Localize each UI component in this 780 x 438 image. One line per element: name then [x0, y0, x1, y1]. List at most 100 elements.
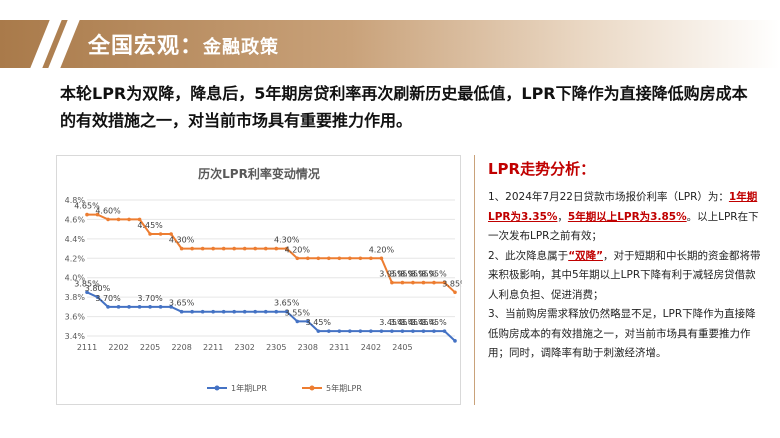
data-label: 4.30% — [169, 236, 195, 245]
y-tick-label: 3.4% — [65, 332, 86, 341]
data-point — [169, 305, 173, 309]
analysis-p2-highlight: “双降” — [568, 249, 603, 262]
x-tick-label: 2205 — [140, 343, 160, 352]
analysis-p1-tail: 。以上LPR在下一次发布LPR之前有效； — [488, 210, 759, 243]
data-point — [369, 329, 373, 333]
header-banner: 全国宏观：金融政策 — [0, 20, 780, 68]
data-point — [85, 290, 89, 295]
data-point — [137, 217, 142, 222]
data-point — [263, 246, 268, 251]
page-title: 全国宏观：金融政策 — [88, 28, 279, 60]
data-point — [221, 246, 226, 251]
data-label: 4.30% — [274, 236, 300, 245]
x-tick-label: 2311 — [329, 343, 349, 352]
data-point — [284, 309, 289, 314]
y-tick-label: 3.6% — [65, 313, 86, 322]
data-label: 4.45% — [137, 221, 163, 230]
y-tick-label: 4.0% — [65, 274, 86, 283]
data-point — [316, 329, 321, 333]
data-point — [106, 217, 110, 222]
data-point — [358, 329, 363, 333]
data-point — [190, 246, 194, 251]
data-label: 3.45% — [411, 318, 437, 327]
legend-label: 1年期LPR — [231, 383, 267, 393]
data-point — [148, 305, 152, 309]
data-label: 3.45% — [421, 318, 447, 327]
data-point — [442, 280, 447, 285]
data-point — [179, 309, 184, 314]
legend-marker — [309, 385, 315, 391]
x-tick-label: 2402 — [361, 343, 381, 352]
data-point — [390, 280, 394, 285]
lpr-line-chart: 历次LPR利率变动情况 3.4% 3.6% 3.8% 4.0% 4.2% 4.4% 4.6% 4… — [65, 166, 468, 393]
data-point — [253, 246, 258, 251]
x-tick-label: 2111 — [77, 343, 97, 352]
data-label: 3.70% — [137, 294, 163, 303]
data-label: 3.95% — [400, 270, 426, 279]
data-label: 3.45% — [306, 318, 332, 327]
analysis-p1-separator: ， — [557, 210, 568, 223]
data-label: 4.60% — [95, 206, 121, 215]
data-point — [127, 217, 131, 222]
data-label: 3.65% — [274, 299, 300, 308]
data-point — [295, 319, 300, 324]
data-point — [253, 309, 258, 314]
data-point — [379, 329, 384, 333]
analysis-p1-lead: 1、2024年7月22日贷款市场报价利率（LPR）为： — [488, 191, 729, 203]
analysis-p2-tail: ，对于短期和中长期的资金都将带来积极影响，其中5年期以上LPR下降有利于减轻房贷… — [488, 249, 761, 301]
y-tick-label: 4.4% — [65, 235, 86, 244]
data-point — [400, 280, 405, 285]
analysis-p2-lead: 2、此次降息属于 — [488, 249, 569, 262]
data-point — [432, 280, 436, 285]
data-label: 3.95% — [379, 270, 405, 279]
data-label: 3.65% — [169, 299, 195, 308]
data-point — [379, 256, 384, 261]
analysis-text: 1、2024年7月22日贷款市场报价利率（LPR）为：1年期LPR为3.35%，… — [488, 188, 764, 364]
data-point — [442, 329, 447, 333]
data-point — [306, 319, 310, 324]
analysis-p1-highlight-1y: 1年期LPR为3.35% — [488, 191, 758, 223]
data-point — [411, 329, 415, 333]
legend-label: 5年期LPR — [326, 383, 362, 393]
data-point — [232, 246, 236, 251]
data-point — [221, 309, 226, 314]
data-point — [158, 305, 163, 309]
data-point — [137, 305, 142, 309]
data-point — [358, 256, 363, 261]
data-point — [390, 329, 394, 333]
analysis-point-2: 2、此次降息属于“双降”，对于短期和中长期的资金都将带来积极影响，其中5年期以上… — [488, 247, 764, 306]
data-point — [337, 256, 342, 261]
analysis-point-3: 3、当前购房需求释放仍然略显不足，LPR下降作为直接降低购房成本的有效措施之一，… — [488, 308, 756, 359]
data-point — [327, 256, 331, 261]
data-point — [274, 246, 279, 251]
data-point — [158, 232, 163, 236]
data-label: 3.95% — [411, 270, 437, 279]
data-point — [200, 309, 205, 314]
x-tick-label: 2202 — [108, 343, 128, 352]
x-tick-label: 2211 — [203, 343, 223, 352]
data-point — [200, 246, 205, 251]
data-point — [411, 280, 415, 285]
data-point — [85, 212, 89, 217]
analysis-title: LPR走势分析： — [488, 160, 596, 178]
data-point — [337, 329, 342, 333]
page-title-main: 全国宏观： — [88, 34, 204, 59]
data-point — [242, 246, 247, 251]
x-tick-label: 2302 — [235, 343, 255, 352]
y-tick-label: 3.8% — [65, 293, 86, 302]
data-label: 4.20% — [369, 245, 395, 254]
data-label: 3.45% — [379, 318, 405, 327]
data-point — [453, 339, 457, 343]
x-tick-label: 2308 — [298, 343, 318, 352]
data-point — [211, 309, 215, 314]
data-point — [348, 256, 352, 261]
x-tick-label: 2208 — [171, 343, 191, 352]
lead-paragraph: 本轮LPR为双降，降息后，5年期房贷利率再次刷新历史最低值，LPR下降作为直接降… — [60, 84, 748, 130]
data-point — [421, 280, 426, 285]
data-point — [95, 212, 100, 217]
data-point — [316, 256, 321, 261]
data-label: 4.20% — [285, 245, 311, 254]
x-tick-label: 2405 — [392, 343, 412, 352]
analysis-p1-highlight-5y: 5年期以上LPR为3.85% — [567, 210, 687, 223]
page-title-sub: 金融政策 — [203, 37, 280, 58]
